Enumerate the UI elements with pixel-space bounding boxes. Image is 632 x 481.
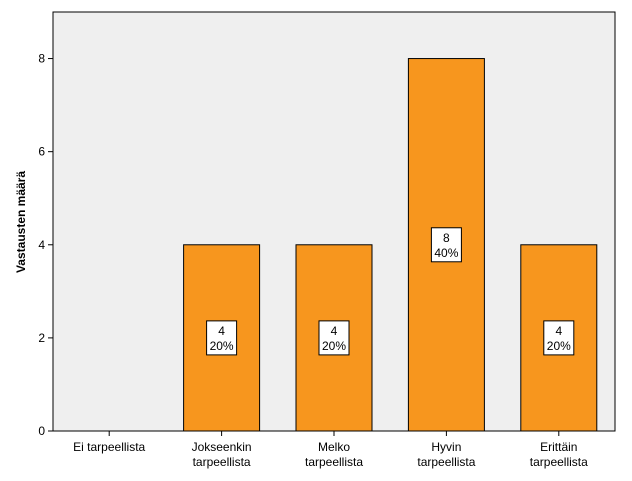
y-tick-label: 8 [38, 52, 45, 66]
y-tick-label: 2 [38, 331, 45, 345]
data-label-count: 8 [443, 231, 450, 245]
x-category-label: tarpeellista [417, 455, 475, 469]
x-category-label: Melko [318, 440, 350, 454]
data-label-box [543, 320, 575, 356]
data-label-box [206, 320, 238, 356]
data-label-count: 4 [218, 324, 225, 338]
data-label-count: 4 [331, 324, 338, 338]
x-category-label: Jokseenkin [192, 440, 252, 454]
data-label-percent: 20% [210, 339, 234, 353]
x-category-label: tarpeellista [530, 455, 588, 469]
x-category-label: tarpeellista [305, 455, 363, 469]
data-label-percent: 20% [322, 339, 346, 353]
y-tick-label: 6 [38, 145, 45, 159]
data-label-percent: 40% [434, 246, 458, 260]
data-label-box [318, 320, 350, 356]
x-category-label: Erittäin [540, 440, 577, 454]
data-label-count: 4 [555, 324, 562, 338]
x-axis: Ei tarpeellista JokseenkintarpeellistaMel… [73, 431, 588, 469]
data-label-box [430, 227, 462, 263]
y-tick-label: 4 [38, 238, 45, 252]
y-axis: 0 2 4 6 8 [38, 52, 53, 438]
data-label-percent: 20% [547, 339, 571, 353]
x-category-label: tarpeellista [193, 455, 251, 469]
y-axis-title: Vastausten määrä [14, 171, 28, 273]
bars-group: 420%420%840%420% [183, 58, 598, 432]
x-category-label: Ei tarpeellista [73, 440, 145, 454]
x-category-label: Hyvin [431, 440, 461, 454]
y-tick-label: 0 [38, 424, 45, 438]
